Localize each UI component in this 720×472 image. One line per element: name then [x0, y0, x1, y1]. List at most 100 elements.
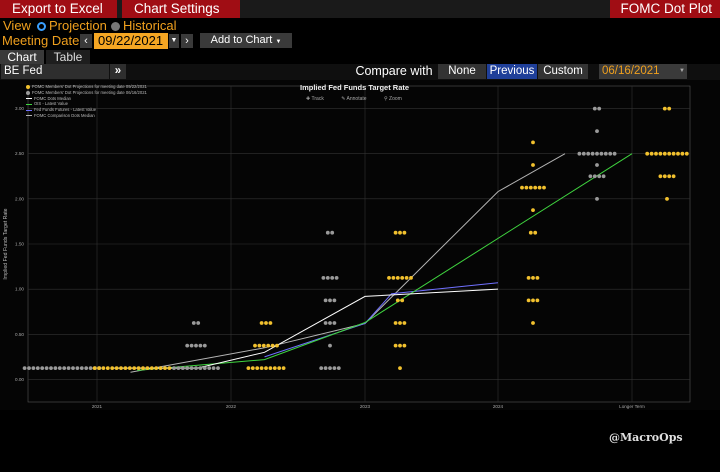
x-tick-label: 2024	[493, 404, 504, 409]
previous-dot	[216, 366, 220, 370]
tab-chart[interactable]: Chart	[0, 50, 44, 64]
projection-option[interactable]: Projection	[37, 18, 107, 33]
legend-item[interactable]: OIS - Latest Value	[26, 101, 147, 107]
ois-line	[137, 153, 633, 371]
x-tick-label: 2023	[360, 404, 371, 409]
current-dot	[531, 276, 535, 280]
meeting-date-row: Meeting Date	[0, 33, 720, 49]
current-dot	[662, 106, 667, 111]
previous-dot	[586, 151, 591, 156]
chevron-down-icon: ▼	[275, 39, 282, 45]
y-axis-title: Implied Fed Funds Target Rate	[3, 208, 9, 279]
compare-custom-button[interactable]: Custom	[538, 64, 588, 79]
current-dot	[158, 366, 163, 370]
previous-dot	[595, 163, 599, 167]
zoom-tool[interactable]: ⚲ Zoom	[383, 96, 402, 102]
legend-item[interactable]: FOMC Dots Median	[26, 96, 147, 102]
chart-settings-button[interactable]: Chart Settings	[122, 0, 240, 18]
current-dot	[127, 366, 132, 370]
current-dot	[671, 174, 676, 179]
current-dot	[393, 321, 398, 325]
current-dot	[658, 174, 663, 179]
current-dot	[114, 366, 119, 370]
dots-median-line	[113, 288, 499, 369]
date-dropdown-icon[interactable]: ▼	[169, 34, 179, 48]
chart-panel	[0, 80, 720, 410]
current-dot	[97, 366, 101, 370]
chart-legend: FOMC Members' Dot Projections for meetin…	[26, 84, 147, 119]
previous-dot	[53, 366, 58, 370]
current-dot	[671, 151, 676, 156]
previous-dot	[189, 366, 194, 370]
current-dot	[398, 230, 402, 235]
previous-dot	[603, 151, 608, 156]
current-dot	[402, 321, 407, 325]
current-dot	[526, 298, 531, 303]
annotate-tool[interactable]: ✎ Annotate	[341, 96, 367, 102]
current-dot	[667, 106, 672, 111]
current-dot	[404, 276, 409, 280]
current-dot	[402, 230, 407, 235]
projection-radio-icon[interactable]	[37, 22, 46, 32]
legend-item[interactable]: FOMC Members' Dot Projections for meetin…	[26, 90, 147, 96]
current-dot	[395, 276, 400, 280]
current-dot	[537, 185, 542, 190]
top-toolbar: Export to Excel Chart Settings FOMC Dot …	[0, 0, 720, 18]
add-to-chart-label: Add to Chart	[210, 34, 273, 46]
current-dot	[268, 366, 273, 370]
export-to-excel-button[interactable]: Export to Excel	[0, 0, 117, 18]
current-dot	[387, 276, 391, 280]
compare-none-button[interactable]: None	[438, 64, 486, 79]
previous-dot	[207, 366, 212, 370]
previous-dot	[328, 321, 332, 325]
dot-plot-chart: 0.00 0.50 1.00 1.50 2.00 2.50 3.00 2021 2022 2023…	[3, 85, 691, 409]
previous-dot	[44, 366, 49, 370]
compare-with-label: Compare with	[355, 64, 433, 78]
current-dot	[524, 185, 529, 190]
legend-ois: OIS - Latest Value	[34, 101, 68, 107]
current-dot	[528, 185, 533, 190]
be-fed-spectrometer-button[interactable]: BE Fed Spectrometer	[1, 64, 109, 92]
expand-icon[interactable]: »	[110, 64, 126, 79]
current-dot	[402, 343, 407, 348]
current-dot	[398, 343, 402, 348]
next-date-button[interactable]: ›	[181, 34, 193, 48]
legend-item[interactable]: Fed Funds Futures - Latest Value	[26, 107, 147, 113]
historical-option[interactable]: Historical	[111, 18, 176, 33]
previous-dot	[325, 276, 330, 280]
previous-dot	[592, 174, 597, 179]
current-dot	[526, 276, 531, 280]
current-dot	[535, 276, 540, 280]
meeting-date-field[interactable]: 09/22/2021	[94, 33, 168, 49]
x-tick-label: 2022	[226, 404, 237, 409]
previous-dot	[321, 276, 326, 280]
current-dot	[662, 174, 667, 179]
add-to-chart-button[interactable]: Add to Chart ▼	[200, 33, 292, 48]
blue-line-icon	[26, 109, 32, 111]
historical-radio-icon[interactable]	[111, 22, 120, 32]
previous-dot	[608, 151, 613, 156]
previous-dot	[191, 321, 196, 325]
watermark: @MacroOps	[609, 431, 683, 444]
previous-date-button[interactable]: ‹	[80, 34, 92, 48]
current-dot	[259, 321, 264, 325]
y-tick-label: 2.00	[15, 196, 24, 201]
track-tool[interactable]: ✚ Track	[306, 96, 324, 102]
current-dot	[535, 298, 540, 303]
current-dot	[531, 298, 535, 303]
legend-item[interactable]: FOMC Comparison Dots Median	[26, 113, 147, 119]
legend-item[interactable]: FOMC Members' Dot Projections for meetin…	[26, 84, 147, 90]
current-dot	[154, 366, 159, 370]
previous-dot	[595, 129, 599, 133]
current-dot	[259, 366, 264, 370]
previous-dot	[577, 151, 582, 156]
y-tick-label: 3.00	[15, 106, 24, 111]
compare-date-field[interactable]: 06/16/2021	[599, 64, 677, 79]
current-dot	[132, 366, 137, 370]
fed-funds-futures-line	[264, 282, 499, 358]
gray-line-icon	[26, 115, 32, 117]
current-dot	[680, 151, 685, 156]
compare-date-dropdown-icon[interactable]: ▼	[677, 64, 687, 79]
tab-table[interactable]: Table	[46, 50, 90, 64]
compare-previous-button[interactable]: Previous	[487, 64, 537, 79]
